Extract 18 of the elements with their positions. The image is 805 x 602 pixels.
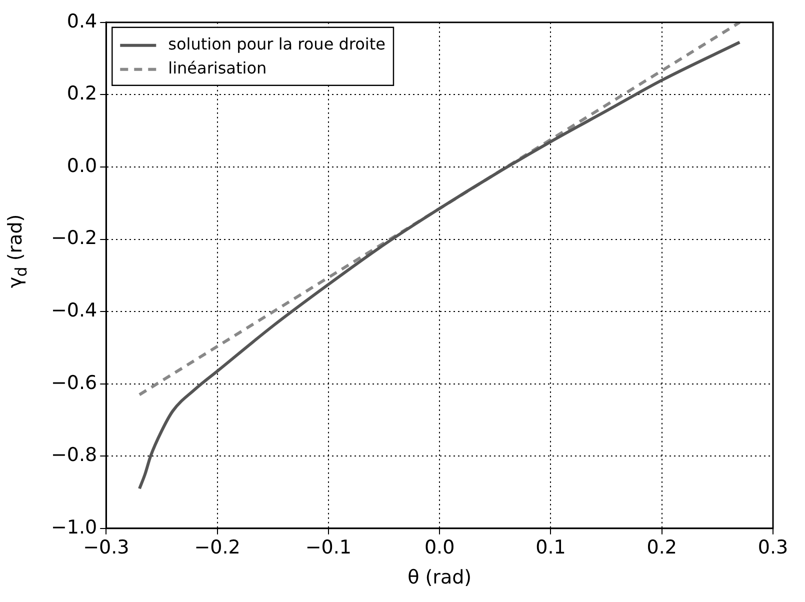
y-tick-label: −0.4 [50,299,98,322]
x-tick-label: −0.3 [83,536,130,559]
x-axis-title: θ (rad) [408,566,472,589]
x-tick-label: 0.3 [758,536,788,559]
y-tick-label: −0.6 [50,372,98,394]
y-tick-label: 0.4 [66,10,98,32]
y-tick-label: −0.2 [50,227,98,250]
legend-label: linéarisation [168,58,267,78]
y-tick-label: 0.0 [66,154,98,177]
x-tick-label: −0.2 [194,536,240,559]
y-tick-label: 0.2 [66,82,98,105]
y-tick-label: −0.8 [50,444,98,466]
x-tick-label: 0.0 [424,536,455,559]
x-tick-label: 0.2 [646,536,677,559]
x-tick-label: 0.1 [536,536,566,559]
legend-label: solution pour la roue droite [168,34,386,54]
y-tick-label: −1.0 [50,516,98,538]
x-tick-label: −0.1 [305,536,352,559]
